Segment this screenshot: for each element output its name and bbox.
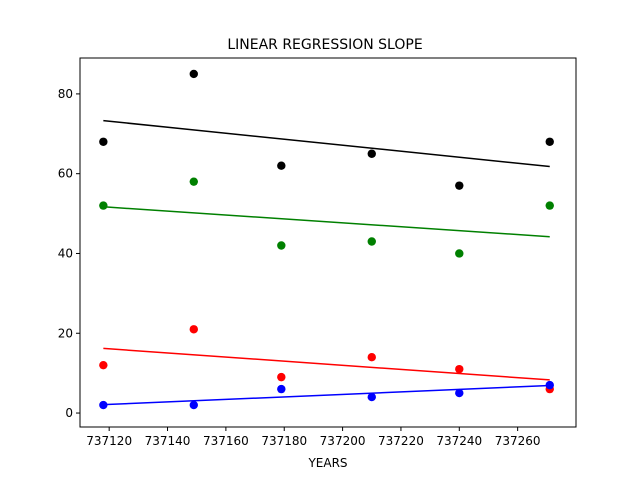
data-point: [545, 137, 554, 146]
data-point: [189, 69, 198, 79]
x-tick-label: 737200: [320, 434, 366, 448]
data-point: [545, 380, 554, 390]
data-point: [455, 181, 464, 190]
y-tick-label: 80: [58, 87, 73, 101]
data-point: [367, 237, 376, 246]
data-point: [277, 384, 286, 394]
data-point: [189, 177, 198, 186]
data-point: [367, 149, 376, 158]
data-point: [455, 388, 464, 398]
data-point: [367, 352, 376, 362]
data-point: [277, 161, 286, 170]
y-tick-label: 40: [58, 246, 73, 260]
x-axis: 737120 737140 737160 737180 737200 737220 7372…: [86, 427, 541, 448]
plot-area: [79, 57, 577, 428]
x-tick-label: 737240: [436, 434, 482, 448]
x-tick-label: 737160: [203, 434, 249, 448]
regression-line-0: [103, 119, 550, 168]
data-point: [455, 364, 464, 374]
data-point: [189, 325, 198, 334]
data-point: [99, 360, 108, 370]
x-tick-label: 737260: [495, 434, 541, 448]
x-tick-label: 737120: [86, 434, 132, 448]
regression-lines: [103, 119, 550, 406]
data-point: [367, 392, 376, 402]
data-point: [189, 400, 198, 410]
data-point: [99, 201, 108, 210]
data-point: [277, 372, 286, 382]
x-axis-label: YEARS: [307, 456, 347, 470]
y-tick-label: 20: [58, 326, 73, 340]
x-tick-label: 737180: [261, 434, 307, 448]
chart-title: LINEAR REGRESSION SLOPE: [227, 37, 422, 53]
data-point: [277, 241, 286, 250]
x-tick-label: 737140: [145, 434, 191, 448]
regression-line-3: [103, 384, 550, 406]
y-tick-label: 60: [58, 167, 73, 181]
regression-line-1: [103, 206, 550, 238]
data-points: [99, 69, 554, 410]
y-axis: 0 20 40 60 80: [58, 87, 80, 420]
data-point: [545, 201, 554, 210]
y-tick-label: 0: [65, 406, 73, 420]
regression-line-2: [103, 347, 550, 381]
data-point: [99, 400, 108, 410]
data-point: [455, 249, 464, 258]
x-tick-label: 737220: [378, 434, 424, 448]
data-point: [99, 137, 108, 146]
